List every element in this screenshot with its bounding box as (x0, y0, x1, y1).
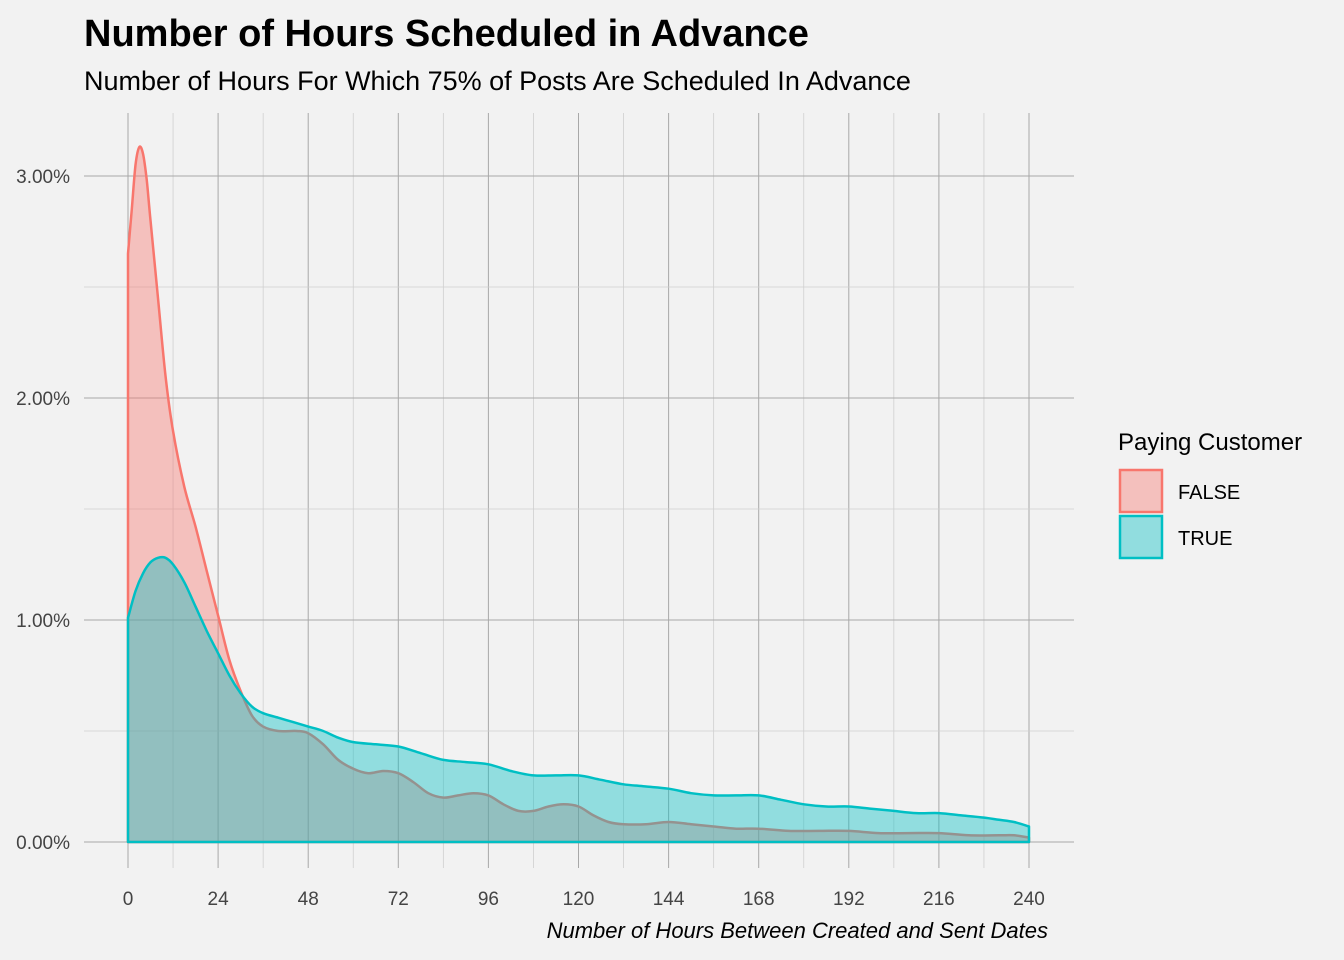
legend: Paying Customer FALSE TRUE (1118, 429, 1302, 560)
chart-subtitle: Number of Hours For Which 75% of Posts A… (84, 66, 911, 96)
y-tick-label: 1.00% (16, 611, 70, 632)
density-area-true (126, 555, 1031, 844)
x-tick-label: 216 (923, 889, 955, 910)
x-tick-label: 144 (653, 889, 685, 910)
y-tick-label: 2.00% (16, 389, 70, 410)
y-axis-ticks: 0.00% 1.00% 2.00% 3.00% (16, 167, 70, 854)
x-tick-label: 96 (478, 889, 499, 910)
legend-title: Paying Customer (1118, 429, 1302, 456)
x-tick-label: 48 (298, 889, 319, 910)
legend-swatch-true (1118, 514, 1164, 560)
y-tick-label: 3.00% (16, 167, 70, 188)
x-tick-label: 192 (833, 889, 865, 910)
x-tick-label: 120 (563, 889, 595, 910)
legend-label-true: TRUE (1178, 528, 1232, 550)
chart-title: Number of Hours Scheduled in Advance (84, 13, 809, 55)
x-tick-label: 168 (743, 889, 775, 910)
x-axis-ticks: 0 24 48 72 96 120 144 168 192 216 240 (123, 889, 1045, 910)
density-areas (126, 145, 1031, 844)
legend-label-false: FALSE (1178, 482, 1240, 504)
x-axis-title: Number of Hours Between Created and Sent… (547, 918, 1048, 943)
x-tick-label: 24 (208, 889, 230, 910)
x-tick-label: 0 (123, 889, 134, 910)
x-tick-label: 72 (388, 889, 409, 910)
y-tick-label: 0.00% (16, 833, 70, 854)
x-tick-label: 240 (1013, 889, 1045, 910)
density-area-false (126, 145, 1031, 844)
legend-swatch-false (1118, 468, 1164, 514)
